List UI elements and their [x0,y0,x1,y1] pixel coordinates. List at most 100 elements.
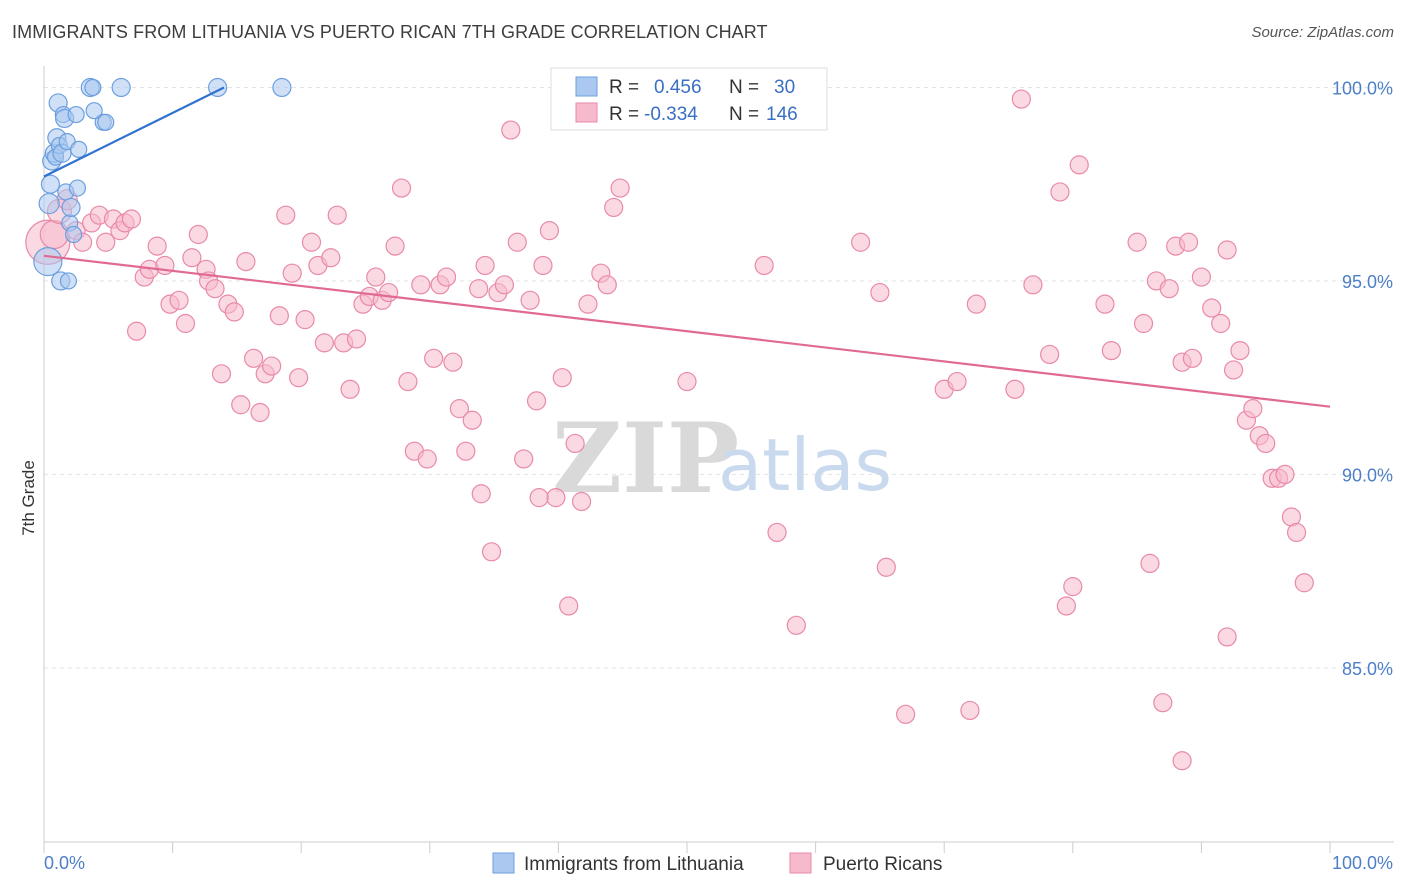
puerto-rican-point [449,399,469,419]
lithuania-point [68,179,87,197]
puerto-rican-point [1101,340,1121,361]
puerto-rican-point [1294,573,1314,593]
chart-title: IMMIGRANTS FROM LITHUANIA VS PUERTO RICA… [12,22,768,42]
puerto-rican-point [966,294,986,314]
gridlines [44,86,1394,669]
bottom-legend-label-puerto-ricans: Puerto Ricans [823,854,942,875]
puerto-rican-point [1230,340,1250,361]
puerto-rican-point [754,255,774,276]
lithuania-point [70,140,88,158]
puerto-rican-point [1050,182,1070,202]
puerto-rican-point [475,255,495,276]
puerto-rican-point [1011,89,1031,109]
puerto-rican-point [379,282,399,303]
puerto-rican-point [1159,279,1179,299]
bottom-legend: Immigrants from Lithuania Puerto Ricans [492,852,942,875]
puerto-rican-point [340,379,360,399]
puerto-rican-point [1005,379,1025,399]
legend-n-label-1: N = [729,77,759,98]
correlation-legend: R = 0.456 N = 30 R = -0.334 N = 146 [550,67,828,131]
legend-n-value-1: 30 [774,77,795,98]
puerto-rican-point [1172,751,1192,771]
puerto-rican-point [276,205,296,225]
puerto-ricans-points [25,77,1314,771]
puerto-rican-point [121,209,142,229]
puerto-rican-point [1182,348,1202,368]
lithuania-points [33,77,292,291]
puerto-rican-point [301,232,322,252]
watermark: ZIP atlas [552,402,892,515]
lithuania-point [97,113,115,131]
lithuania-point [84,78,102,97]
lithuania-point [64,225,83,244]
puerto-rican-point [224,302,244,322]
puerto-rican-point [436,267,457,287]
puerto-rican-point [960,700,980,721]
puerto-rican-point [1063,577,1083,597]
puerto-rican-point [1256,433,1276,454]
puerto-rican-point [346,329,367,349]
puerto-rican-point [870,282,890,303]
puerto-rican-point [851,232,871,252]
puerto-rican-point [1140,553,1160,574]
puerto-rican-point [424,348,444,368]
x-tick-label-max: 100.0% [1332,853,1393,873]
puerto-rican-point [471,484,491,504]
puerto-rican-point [244,348,264,368]
y-axis-label: 7th Grade [19,460,38,536]
y-tick-label: 100.0% [1332,78,1393,98]
bottom-legend-swatch-lithuania [492,852,515,874]
y-tick-label: 85.0% [1342,659,1393,679]
watermark-atlas: atlas [718,423,892,507]
puerto-rican-point [597,275,617,295]
puerto-rican-point [533,255,553,276]
puerto-rican-point [767,522,787,543]
puerto-rican-point [610,178,630,198]
puerto-rican-point [462,410,482,430]
puerto-rican-point [876,557,896,577]
puerto-rican-point [1056,596,1076,616]
puerto-rican-point [269,306,289,326]
puerto-rican-point [539,221,559,241]
puerto-rican-point [896,704,916,724]
legend-r-label-2: R = [609,104,639,125]
puerto-rican-point [514,449,534,469]
puerto-rican-point [1153,693,1173,713]
legend-n-label-2: N = [729,104,759,125]
puerto-rican-point [1095,294,1115,314]
puerto-rican-point [236,251,256,272]
puerto-rican-point [520,290,540,310]
puerto-rican-point [417,449,437,469]
puerto-rican-point [786,615,806,635]
bottom-legend-label-lithuania: Immigrants from Lithuania [524,854,744,875]
puerto-rican-point [1178,232,1199,252]
lithuania-point [111,77,131,98]
puerto-rican-point [456,441,476,461]
puerto-rican-point [250,402,270,423]
puerto-rican-point [1191,267,1212,287]
puerto-rican-point [571,491,592,512]
puerto-rican-point [391,178,412,198]
puerto-rican-point [677,371,697,392]
puerto-rican-point [231,395,251,415]
puerto-rican-point [1211,313,1231,334]
lithuania-point [61,197,81,218]
puerto-rican-point [366,267,386,287]
legend-r-label-1: R = [609,77,639,98]
puerto-rican-point [398,371,418,392]
puerto-rican-point [327,205,347,225]
lithuania-point [272,77,292,98]
puerto-rican-point [385,236,405,256]
lithuania-point [67,105,85,124]
lithuania-point [33,246,63,277]
puerto-rican-point [1133,313,1154,334]
legend-swatch-lithuania [575,76,598,97]
puerto-rican-point [262,356,282,376]
lithuania-point [85,102,103,120]
lithuania-point [40,174,61,194]
puerto-rican-point [321,248,341,268]
legend-n-value-2: 146 [766,104,798,125]
source-label: Source: ZipAtlas.com [1251,24,1394,41]
puerto-rican-point [411,275,431,295]
